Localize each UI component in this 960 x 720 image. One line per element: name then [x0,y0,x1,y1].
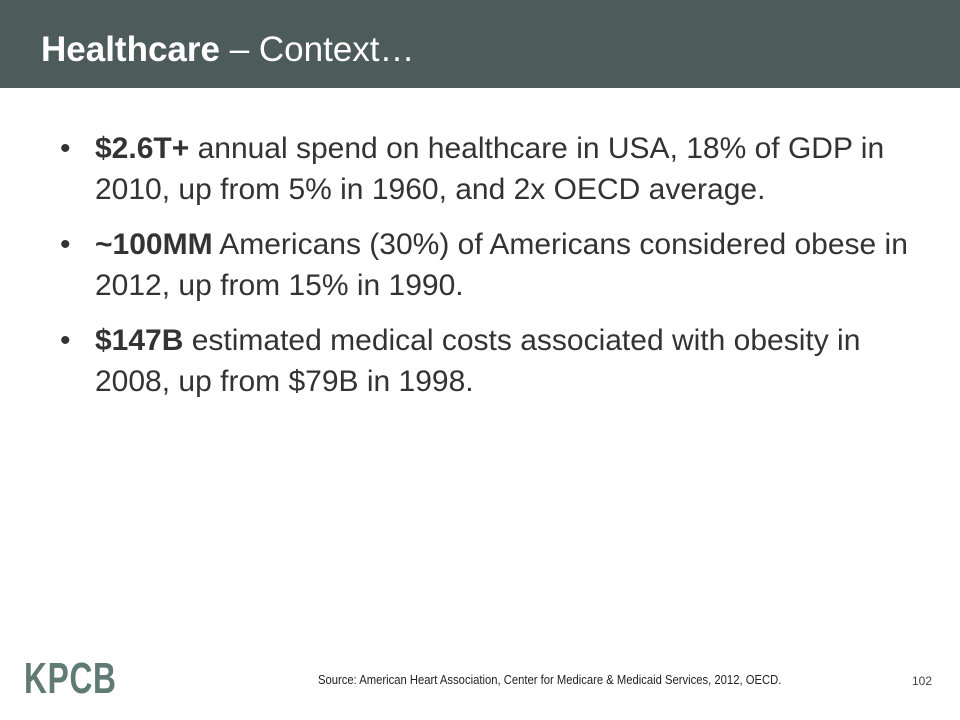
page-number: 102 [912,674,933,688]
slide-title: Healthcare – Context… [41,30,415,70]
source-note: Source: American Heart Association, Cent… [318,673,782,687]
bullet-highlight: ~100MM [95,228,213,261]
bullet-list: • $2.6T+ annual spend on healthcare in US… [60,128,920,416]
bullet-text: Americans (30%) of Americans considered … [95,228,908,302]
bullet-item: • $2.6T+ annual spend on healthcare in US… [60,128,920,210]
bullet-icon: • [60,228,71,261]
bullet-text: estimated medical costs associated with … [95,324,861,398]
slide-title-rest: – Context… [219,30,415,69]
title-bar: Healthcare – Context… [0,0,960,88]
bullet-highlight: $2.6T+ [95,132,190,165]
bullet-icon: • [60,132,71,165]
bullet-highlight: $147B [95,324,184,357]
bullet-text: annual spend on healthcare in USA, 18% o… [95,132,885,206]
bullet-item: • ~100MM Americans (30%) of Americans con… [60,224,920,306]
bullet-item: • $147B estimated medical costs associate… [60,320,920,402]
bullet-icon: • [60,324,71,357]
kpcb-logo: KPCB [24,654,117,703]
slide-title-bold: Healthcare [41,30,220,69]
